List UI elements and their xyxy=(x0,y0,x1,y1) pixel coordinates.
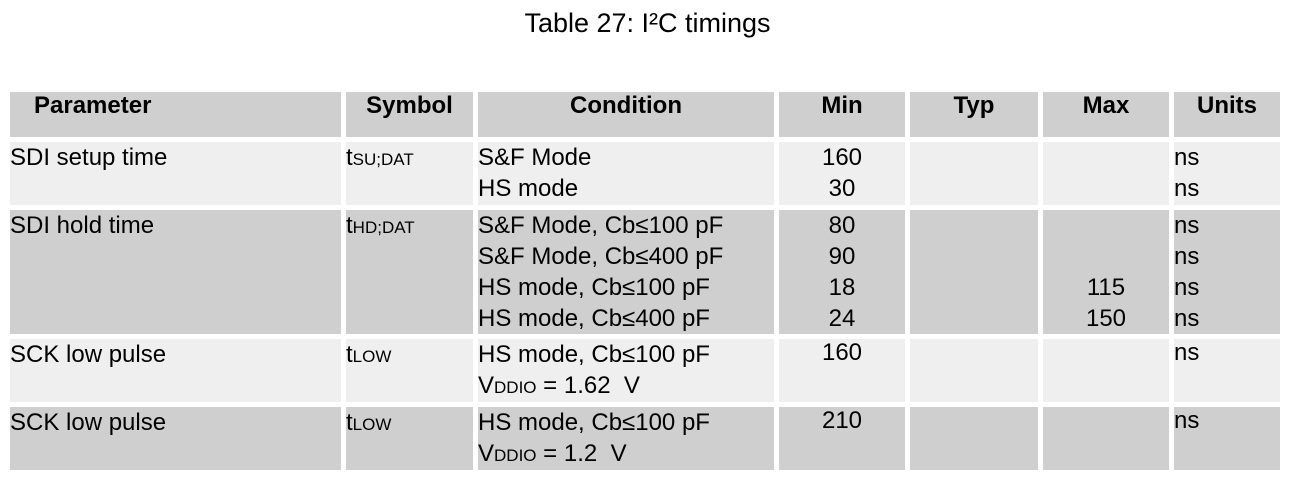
symbol-sub: LOW xyxy=(352,347,392,366)
symbol-main: t xyxy=(346,341,353,368)
condition-line: HS mode, Cb≤100 pF xyxy=(478,409,710,436)
condition-v-main: V xyxy=(478,372,495,399)
min-value: 80 xyxy=(828,212,856,239)
header-units: Units xyxy=(1174,92,1280,137)
max-value xyxy=(1043,241,1169,272)
condition-line: HS mode xyxy=(478,175,579,202)
max-value xyxy=(1043,210,1169,241)
condition-v-sub: DDIO xyxy=(494,446,537,465)
units-value: ns xyxy=(1174,212,1200,239)
typ-cell xyxy=(910,210,1038,334)
max-value: 115 xyxy=(1086,274,1126,301)
condition-v-value: = 1.62 V xyxy=(536,372,640,399)
condition-line: S&F Mode xyxy=(478,144,592,171)
symbol-cell: tHD;DAT xyxy=(346,210,473,334)
min-value: 18 xyxy=(828,274,856,301)
max-cell xyxy=(1043,142,1169,205)
typ-cell xyxy=(910,407,1038,470)
min-cell: 160 30 xyxy=(779,142,905,205)
units-value: ns xyxy=(1174,274,1200,301)
table-row: SCK low pulse tLOW HS mode, Cb≤100 pF VD… xyxy=(10,339,1280,402)
condition-line: S&F Mode, Cb≤100 pF xyxy=(478,212,724,239)
header-symbol: Symbol xyxy=(346,92,473,137)
parameter-cell: SCK low pulse xyxy=(10,339,341,402)
units-cell: ns ns xyxy=(1174,142,1280,205)
symbol-cell: tSU;DAT xyxy=(346,142,473,205)
header-row: Parameter Symbol Condition Min Typ Max U… xyxy=(10,92,1280,137)
max-cell xyxy=(1043,407,1169,470)
units-value: ns xyxy=(1174,175,1200,202)
parameter-text: SDI setup time xyxy=(10,144,168,171)
min-value: 24 xyxy=(828,305,856,332)
typ-cell xyxy=(910,339,1038,402)
min-cell: 80 90 18 24 xyxy=(779,210,905,334)
max-cell: 115 150 xyxy=(1043,210,1169,334)
min-value: 210 xyxy=(821,407,863,434)
units-value: ns xyxy=(1174,305,1200,332)
condition-cell: HS mode, Cb≤100 pF VDDIO = 1.2 V xyxy=(478,407,774,470)
parameter-cell: SDI setup time xyxy=(10,142,341,205)
symbol-main: t xyxy=(346,409,353,436)
condition-v-value: = 1.2 V xyxy=(536,440,627,467)
condition-line: HS mode, Cb≤400 pF xyxy=(478,305,710,332)
table-row: SCK low pulse tLOW HS mode, Cb≤100 pF VD… xyxy=(10,407,1280,470)
condition-line: HS mode, Cb≤100 pF xyxy=(478,341,710,368)
table-row: SDI hold time tHD;DAT S&F Mode, Cb≤100 p… xyxy=(10,210,1280,334)
typ-cell xyxy=(910,142,1038,205)
symbol-sub: HD;DAT xyxy=(352,218,415,237)
symbol-cell: tLOW xyxy=(346,339,473,402)
min-cell: 160 xyxy=(779,339,905,402)
units-value: ns xyxy=(1174,407,1200,434)
header-max: Max xyxy=(1043,92,1169,137)
condition-cell: HS mode, Cb≤100 pF VDDIO = 1.62 V xyxy=(478,339,774,402)
header-condition: Condition xyxy=(478,92,774,137)
units-cell: ns xyxy=(1174,407,1280,470)
condition-v-sub: DDIO xyxy=(494,378,537,397)
header-parameter: Parameter xyxy=(10,92,341,137)
parameter-text: SCK low pulse xyxy=(10,409,167,436)
header-min: Min xyxy=(779,92,905,137)
max-value: 150 xyxy=(1085,305,1127,332)
parameter-text: SCK low pulse xyxy=(10,341,167,368)
min-value: 160 xyxy=(821,339,863,366)
units-value: ns xyxy=(1174,243,1200,270)
min-value: 30 xyxy=(828,175,856,202)
parameter-cell: SDI hold time xyxy=(10,210,341,334)
condition-line: HS mode, Cb≤100 pF xyxy=(478,274,710,301)
units-cell: ns xyxy=(1174,339,1280,402)
units-cell: ns ns ns ns xyxy=(1174,210,1280,334)
min-value: 90 xyxy=(828,243,856,270)
parameter-text: SDI hold time xyxy=(10,212,155,239)
table-caption: Table 27: I²C timings xyxy=(524,8,771,38)
symbol-cell: tLOW xyxy=(346,407,473,470)
units-value: ns xyxy=(1174,144,1200,171)
max-cell xyxy=(1043,339,1169,402)
units-value: ns xyxy=(1174,339,1200,366)
table-row: SDI setup time tSU;DAT S&F Mode HS mode … xyxy=(10,142,1280,205)
min-value: 160 xyxy=(821,144,863,171)
min-cell: 210 xyxy=(779,407,905,470)
symbol-main: t xyxy=(346,144,353,171)
symbol-sub: LOW xyxy=(352,415,392,434)
symbol-main: t xyxy=(346,212,353,239)
condition-cell: S&F Mode HS mode xyxy=(478,142,774,205)
symbol-sub: SU;DAT xyxy=(352,150,414,169)
condition-cell: S&F Mode, Cb≤100 pF S&F Mode, Cb≤400 pF … xyxy=(478,210,774,334)
i2c-timings-table: Parameter Symbol Condition Min Typ Max U… xyxy=(5,87,1285,475)
condition-line: S&F Mode, Cb≤400 pF xyxy=(478,243,724,270)
parameter-cell: SCK low pulse xyxy=(10,407,341,470)
condition-v-main: V xyxy=(478,440,495,467)
header-typ: Typ xyxy=(910,92,1038,137)
